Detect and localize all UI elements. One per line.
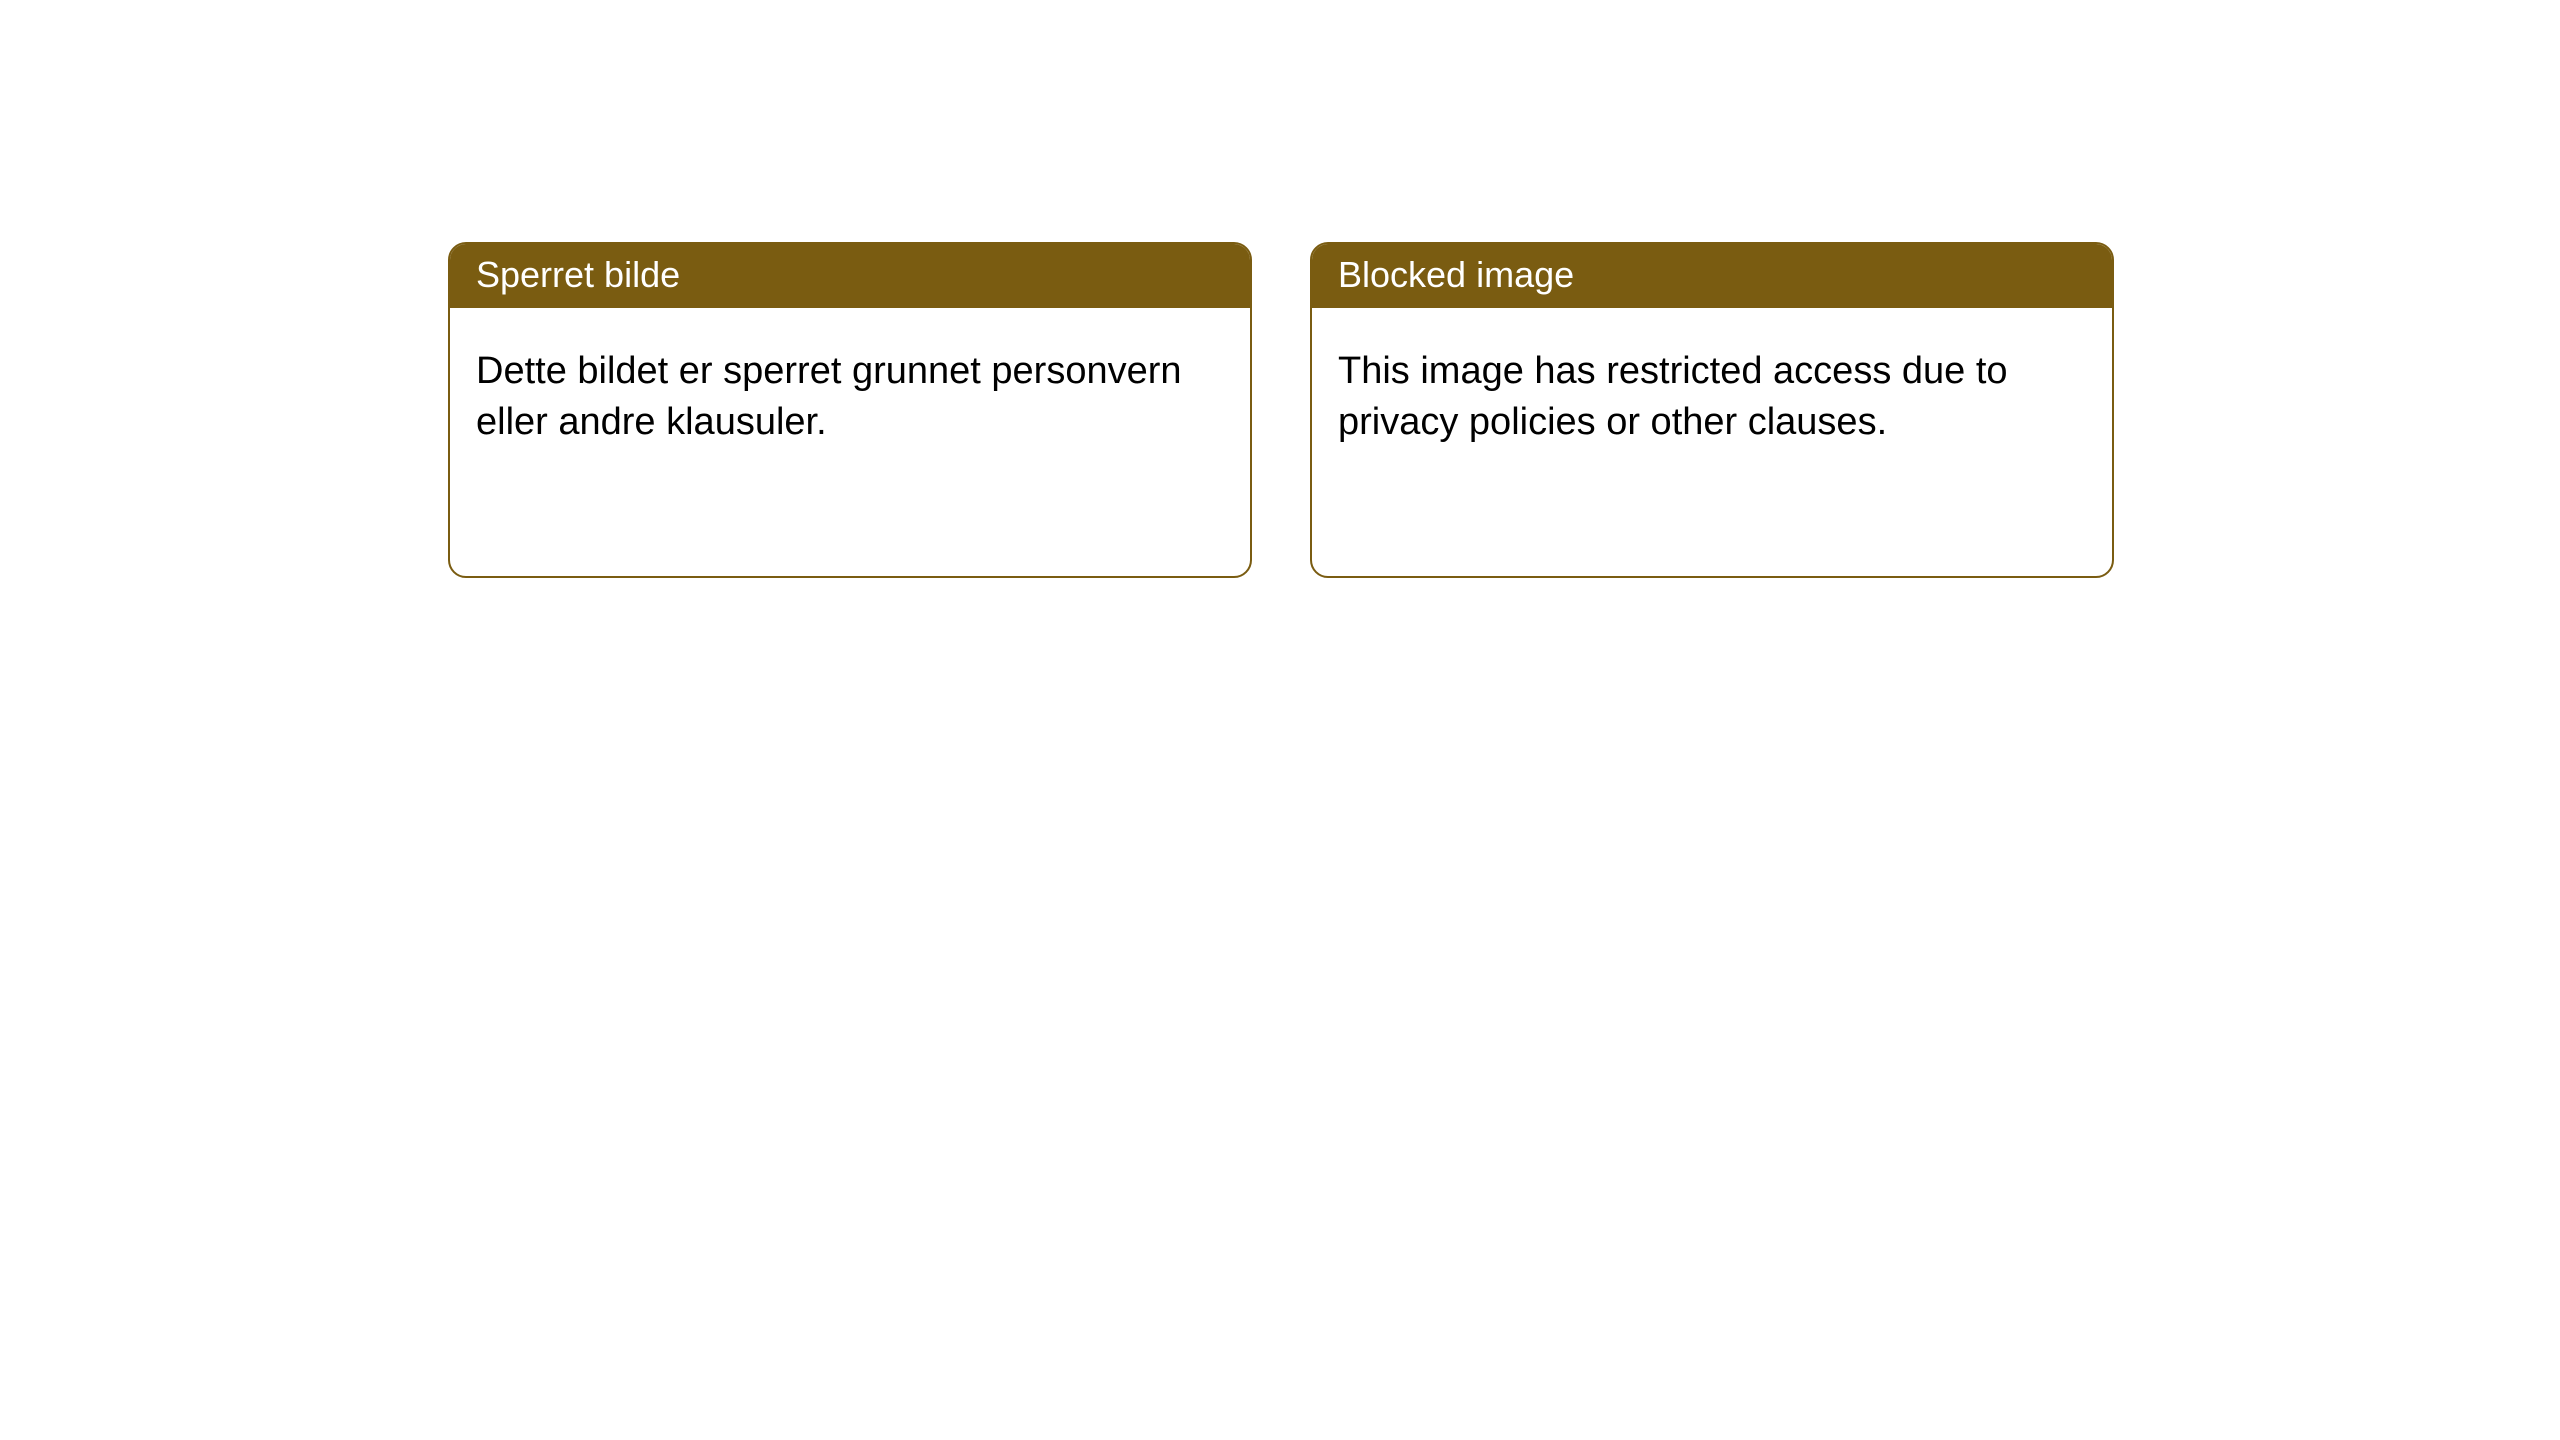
card-title: Sperret bilde — [476, 254, 680, 295]
card-body-text: This image has restricted access due to … — [1338, 350, 2008, 443]
notice-card-english: Blocked image This image has restricted … — [1310, 242, 2114, 578]
notice-container: Sperret bilde Dette bildet er sperret gr… — [0, 0, 2560, 578]
card-body: Dette bildet er sperret grunnet personve… — [450, 308, 1250, 475]
card-header: Sperret bilde — [450, 244, 1250, 308]
card-title: Blocked image — [1338, 254, 1574, 295]
notice-card-norwegian: Sperret bilde Dette bildet er sperret gr… — [448, 242, 1252, 578]
card-header: Blocked image — [1312, 244, 2112, 308]
card-body: This image has restricted access due to … — [1312, 308, 2112, 475]
card-body-text: Dette bildet er sperret grunnet personve… — [476, 350, 1182, 443]
